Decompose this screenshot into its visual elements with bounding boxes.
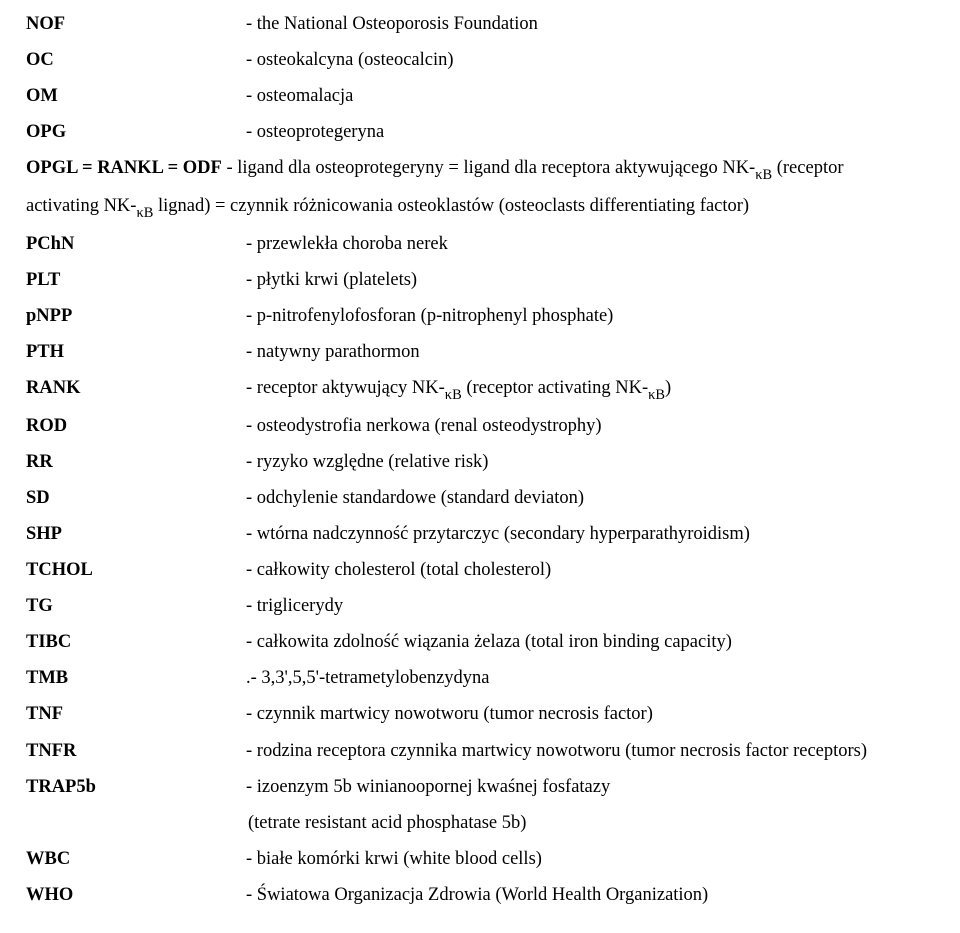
abbr-term: SD	[26, 480, 246, 516]
abbr-row: pNPP- p-nitrofenylofosforan (p-nitrophen…	[26, 298, 960, 334]
abbr-term: OM	[26, 78, 246, 114]
abbr-term: PChN	[26, 226, 246, 262]
abbr-row: OC- osteokalcyna (osteocalcin)	[26, 42, 960, 78]
abbr-term: pNPP	[26, 298, 246, 334]
abbr-definition: - przewlekła choroba nerek	[246, 226, 960, 262]
abbr-term: WHO	[26, 877, 246, 913]
abbr-row: TIBC- całkowita zdolność wiązania żelaza…	[26, 624, 960, 660]
abbr-row: PLT- płytki krwi (platelets)	[26, 262, 960, 298]
abbr-definition: .- 3,3',5,5'-tetrametylobenzydyna	[246, 660, 960, 696]
abbr-term: OC	[26, 42, 246, 78]
abbr-term: PTH	[26, 334, 246, 370]
abbr-row: TNF- czynnik martwicy nowotworu (tumor n…	[26, 696, 960, 732]
abbr-row: NOF- the National Osteoporosis Foundatio…	[26, 6, 960, 42]
abbr-definition: - ryzyko względne (relative risk)	[246, 444, 960, 480]
abbr-term: TNFR	[26, 733, 246, 769]
abbr-row: PTH- natywny parathormon	[26, 334, 960, 370]
abbr-full-line: OPGL = RANKL = ODF - ligand dla osteopro…	[26, 150, 960, 188]
abbr-term: RR	[26, 444, 246, 480]
abbr-term: TRAP5b	[26, 769, 246, 805]
abbr-definition: - receptor aktywujący NK-κB (receptor ac…	[246, 370, 960, 408]
abbr-definition: - the National Osteoporosis Foundation	[246, 6, 960, 42]
abbr-row: TNFR- rodzina receptora czynnika martwic…	[26, 733, 960, 769]
abbr-term: RANK	[26, 370, 246, 406]
abbr-full-line: activating NK-κB lignad) = czynnik różni…	[26, 188, 960, 226]
abbr-definition: - p-nitrofenylofosforan (p-nitrophenyl p…	[246, 298, 960, 334]
abbr-definition: - wtórna nadczynność przytarczyc (second…	[246, 516, 960, 552]
abbr-definition: - osteodystrofia nerkowa (renal osteodys…	[246, 408, 960, 444]
abbr-term: TG	[26, 588, 246, 624]
abbr-definition: - osteokalcyna (osteocalcin)	[246, 42, 960, 78]
abbr-definition: - rodzina receptora czynnika martwicy no…	[246, 733, 960, 769]
abbr-term: TNF	[26, 696, 246, 732]
abbr-term: TIBC	[26, 624, 246, 660]
abbr-row: TG- triglicerydy	[26, 588, 960, 624]
abbr-definition: - osteoprotegeryna	[246, 114, 960, 150]
abbr-definition: - natywny parathormon	[246, 334, 960, 370]
abbr-row: RR- ryzyko względne (relative risk)	[26, 444, 960, 480]
abbr-row: SD- odchylenie standardowe (standard dev…	[26, 480, 960, 516]
abbr-term: NOF	[26, 6, 246, 42]
abbr-definition: - odchylenie standardowe (standard devia…	[246, 480, 960, 516]
abbr-row: ROD- osteodystrofia nerkowa (renal osteo…	[26, 408, 960, 444]
abbr-continuation: (tetrate resistant acid phosphatase 5b)	[26, 805, 960, 841]
abbr-term: SHP	[26, 516, 246, 552]
abbr-term: OPG	[26, 114, 246, 150]
abbr-term: TMB	[26, 660, 246, 696]
abbr-definition: - izoenzym 5b winianoopornej kwaśnej fos…	[246, 769, 960, 805]
abbr-row: OPG- osteoprotegeryna	[26, 114, 960, 150]
abbr-term: TCHOL	[26, 552, 246, 588]
abbr-definition: - osteomalacja	[246, 78, 960, 114]
abbr-row: SHP- wtórna nadczynność przytarczyc (sec…	[26, 516, 960, 552]
abbr-row: WBC- białe komórki krwi (white blood cel…	[26, 841, 960, 877]
abbr-row: TCHOL- całkowity cholesterol (total chol…	[26, 552, 960, 588]
abbr-row: WHO- Światowa Organizacja Zdrowia (World…	[26, 877, 960, 913]
abbr-row: TMB.- 3,3',5,5'-tetrametylobenzydyna	[26, 660, 960, 696]
abbr-row: TRAP5b- izoenzym 5b winianoopornej kwaśn…	[26, 769, 960, 805]
abbr-definition: - Światowa Organizacja Zdrowia (World He…	[246, 877, 960, 913]
abbr-definition: - czynnik martwicy nowotworu (tumor necr…	[246, 696, 960, 732]
abbr-row: PChN- przewlekła choroba nerek	[26, 226, 960, 262]
abbr-definition: - triglicerydy	[246, 588, 960, 624]
abbreviations-list: NOF- the National Osteoporosis Foundatio…	[26, 6, 960, 913]
abbr-definition: - płytki krwi (platelets)	[246, 262, 960, 298]
abbr-row: OM- osteomalacja	[26, 78, 960, 114]
abbr-term: PLT	[26, 262, 246, 298]
abbr-definition: - białe komórki krwi (white blood cells)	[246, 841, 960, 877]
abbr-row: RANK- receptor aktywujący NK-κB (recepto…	[26, 370, 960, 408]
abbr-term: ROD	[26, 408, 246, 444]
abbr-term: WBC	[26, 841, 246, 877]
abbr-definition: - całkowity cholesterol (total cholester…	[246, 552, 960, 588]
abbr-definition: - całkowita zdolność wiązania żelaza (to…	[246, 624, 960, 660]
